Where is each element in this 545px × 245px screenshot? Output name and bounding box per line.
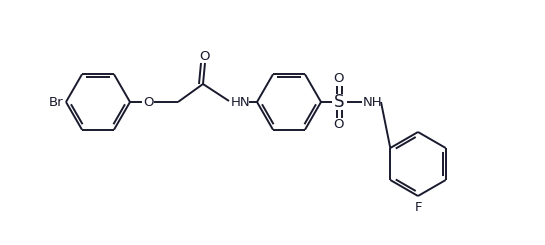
Text: O: O bbox=[334, 73, 344, 86]
Text: NH: NH bbox=[363, 96, 383, 109]
Text: O: O bbox=[200, 50, 210, 63]
Text: HN: HN bbox=[231, 96, 251, 109]
Text: S: S bbox=[334, 93, 344, 111]
Text: F: F bbox=[414, 201, 422, 214]
Text: O: O bbox=[334, 119, 344, 132]
Text: O: O bbox=[143, 96, 153, 109]
Text: Br: Br bbox=[49, 96, 63, 109]
